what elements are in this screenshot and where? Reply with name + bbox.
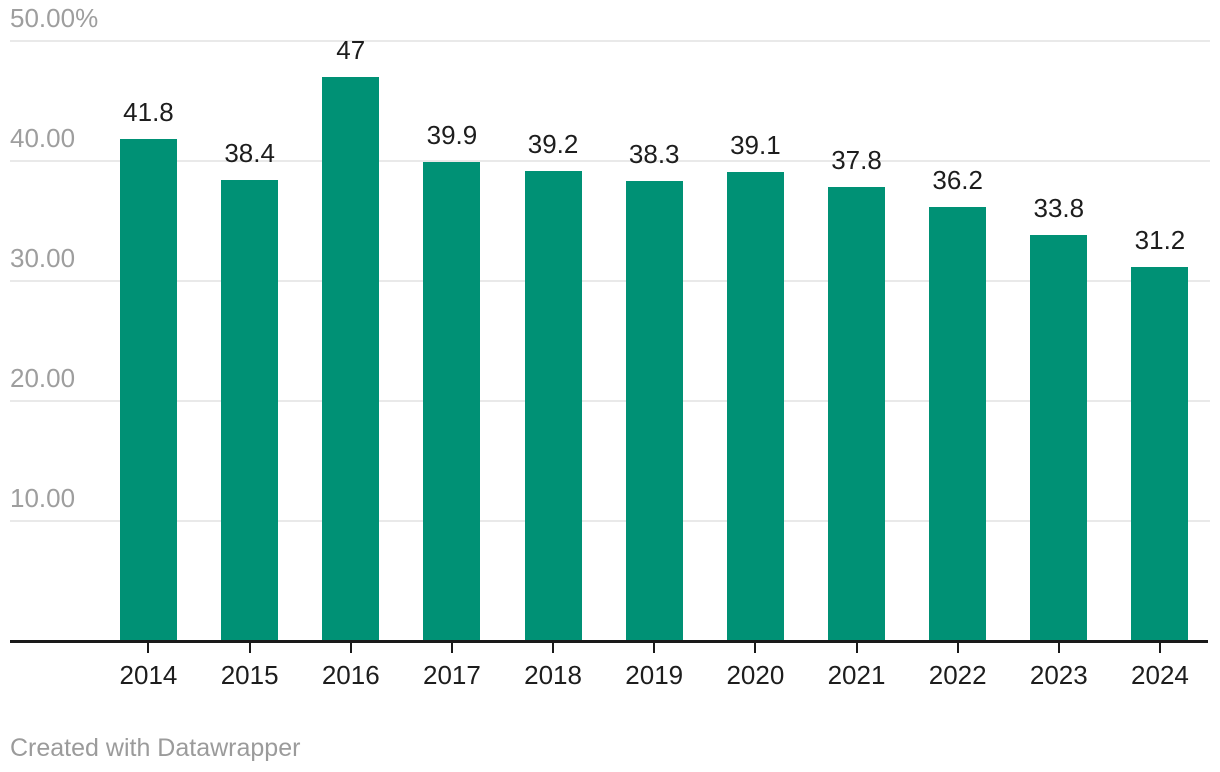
x-axis-tick-label: 2014: [119, 660, 178, 690]
x-axis-tick: [956, 643, 959, 653]
bar-value-label: 37.8: [831, 145, 882, 176]
x-axis-tick: [248, 643, 251, 653]
bar[interactable]: [423, 162, 481, 641]
x-axis-tick: [1057, 643, 1060, 653]
x-axis-tick-label: 2020: [726, 660, 785, 690]
bar-value-label: 39.2: [527, 128, 579, 159]
gridline: [10, 400, 1210, 402]
bar[interactable]: [1131, 266, 1189, 641]
bar[interactable]: [119, 139, 177, 641]
y-axis-tick-label: 30.00: [10, 243, 76, 273]
x-axis-tick: [349, 643, 352, 653]
x-axis-tick: [147, 643, 150, 653]
x-axis-tick-label: 2015: [220, 660, 279, 690]
y-axis-tick-label: 10.00: [10, 483, 76, 513]
x-axis-tick: [1158, 643, 1161, 653]
gridline: [10, 520, 1210, 522]
x-axis-tick-label: 2017: [423, 660, 481, 690]
bar[interactable]: [726, 171, 784, 641]
gridline: [10, 280, 1210, 282]
bar[interactable]: [929, 206, 987, 641]
bar[interactable]: [828, 187, 886, 641]
x-axis-tick-label: 2022: [928, 660, 987, 690]
bar[interactable]: [524, 170, 582, 641]
bar[interactable]: [221, 180, 279, 641]
x-axis-tick-label: 2024: [1131, 660, 1189, 690]
bar-value-label: 38.3: [628, 139, 680, 170]
x-axis-line: [10, 640, 1208, 643]
bar-value-label: 33.8: [1033, 193, 1085, 224]
x-axis-tick-label: 2016: [321, 660, 380, 690]
bar[interactable]: [322, 77, 380, 641]
bar-value-label: 39.1: [730, 129, 781, 160]
gridline: [10, 160, 1210, 162]
gridline: [10, 40, 1210, 42]
bar[interactable]: [1030, 235, 1088, 641]
datawrapper-attribution-link[interactable]: Created with Datawrapper: [10, 734, 301, 762]
x-axis-tick: [855, 643, 858, 653]
x-axis-tick-label: 2021: [827, 660, 886, 690]
y-axis-tick-label: 20.00: [10, 363, 76, 393]
bar-value-label: 38.4: [224, 138, 275, 169]
x-axis-tick-label: 2023: [1029, 660, 1088, 690]
x-axis-tick: [552, 643, 555, 653]
bar-value-label: 47: [336, 35, 366, 65]
y-axis-tick-label: 40.00: [10, 123, 76, 153]
bar-value-label: 31.2: [1134, 224, 1186, 255]
x-axis-tick: [754, 643, 757, 653]
x-axis-tick-label: 2019: [625, 660, 684, 690]
bar-value-label: 36.2: [932, 164, 983, 195]
x-axis-tick: [653, 643, 656, 653]
bar[interactable]: [625, 181, 683, 641]
x-axis-tick: [450, 643, 453, 653]
bar-value-label: 39.9: [426, 120, 478, 151]
y-axis-tick-label: 50.00%: [10, 3, 99, 33]
x-axis-tick-label: 2018: [524, 660, 582, 690]
bar-value-label: 41.8: [123, 97, 174, 128]
